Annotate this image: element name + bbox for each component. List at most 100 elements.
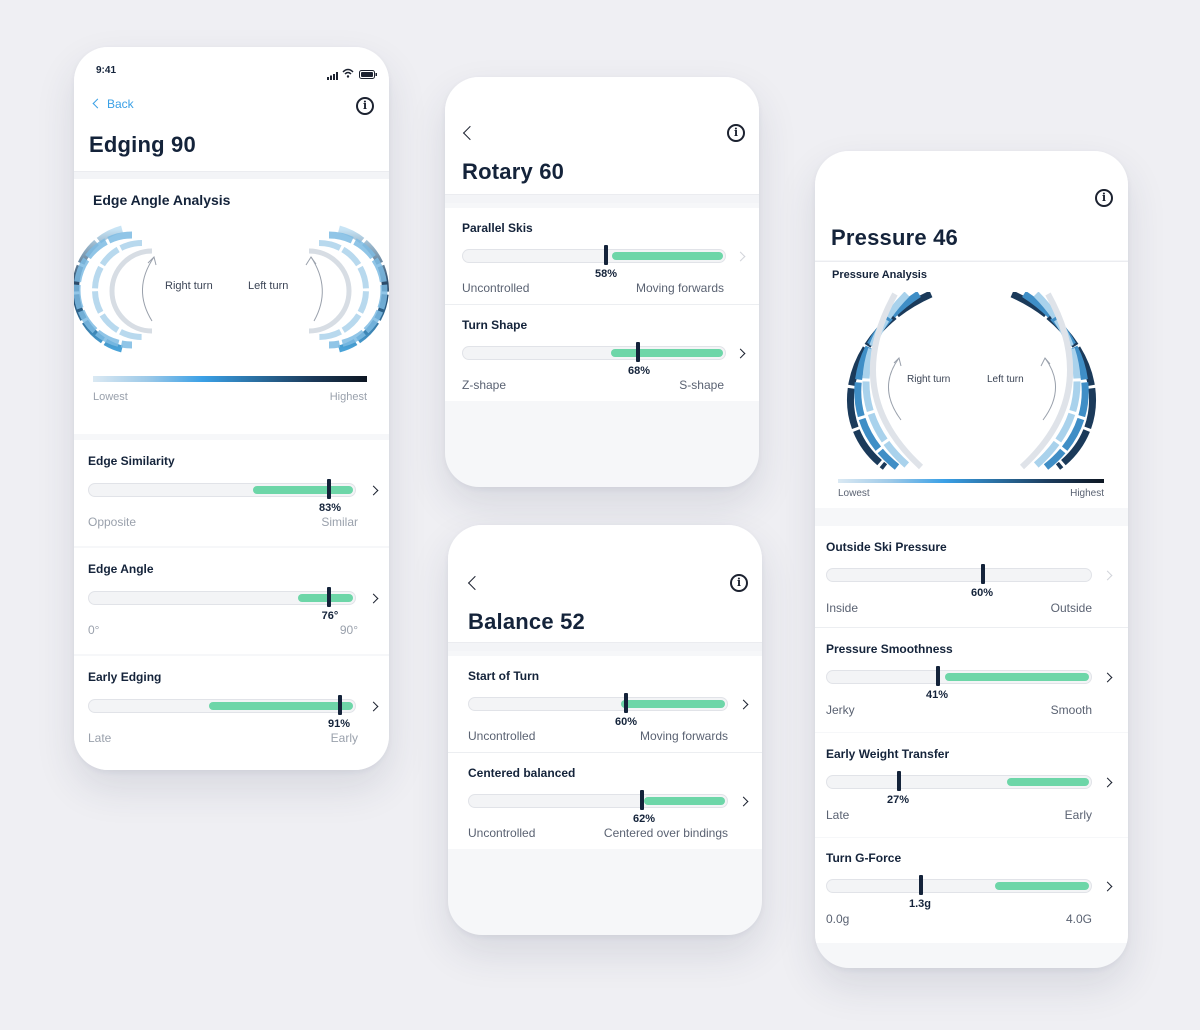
metric-early-weight-transfer[interactable]: Early Weight Transfer 27% Late Early	[815, 733, 1128, 837]
wifi-icon	[342, 65, 354, 78]
metric-start-of-turn[interactable]: Start of Turn 60% Uncontrolled Moving fo…	[448, 656, 762, 752]
row-divider	[445, 304, 759, 305]
metric-right-label: 4.0G	[1065, 912, 1092, 926]
rotary-screen: i Rotary 60 Parallel Skis 58% Uncontroll…	[445, 77, 759, 487]
metric-value: 76°	[321, 610, 339, 622]
status-time: 9:41	[96, 65, 117, 76]
info-icon[interactable]: i	[356, 97, 374, 115]
info-icon[interactable]: i	[1095, 189, 1113, 207]
chevron-right-icon[interactable]	[1102, 777, 1113, 788]
metric-label: Early Weight Transfer	[826, 747, 950, 761]
metric-parallel-skis[interactable]: Parallel Skis 58% Uncontrolled Moving fo…	[445, 208, 759, 304]
page-title: Edging 90	[89, 132, 196, 157]
pressure-header: i Pressure 46	[815, 151, 1128, 260]
progress-fill	[611, 349, 723, 357]
progress-marker	[981, 564, 985, 584]
metric-value: 62%	[632, 813, 656, 825]
progress-track	[88, 587, 356, 607]
scale-highest: Highest	[1070, 488, 1104, 499]
metric-label: Parallel Skis	[462, 221, 533, 235]
metric-value: 41%	[925, 689, 949, 701]
chevron-right-icon[interactable]	[368, 485, 379, 496]
metric-left-label: Opposite	[88, 515, 137, 529]
progress-fill	[995, 882, 1089, 890]
metric-value: 60%	[614, 716, 638, 728]
progress-fill	[1007, 778, 1089, 786]
analysis-title: Pressure Analysis	[832, 269, 927, 281]
metric-turn-g-force[interactable]: Turn G-Force 1.3g 0.0g 4.0G	[815, 838, 1128, 943]
progress-fill	[298, 594, 353, 602]
metric-value: 68%	[627, 365, 651, 377]
metric-left-label: Z-shape	[462, 378, 507, 392]
metric-label: Early Edging	[88, 670, 162, 684]
metric-right-label: Early	[1064, 808, 1092, 822]
row-divider	[815, 627, 1128, 628]
metric-right-label: Moving forwards	[639, 729, 728, 743]
section-divider	[445, 194, 759, 203]
back-chevron-icon[interactable]	[467, 575, 483, 591]
chevron-right-icon[interactable]	[1102, 570, 1113, 581]
scale-lowest: Lowest	[838, 488, 870, 499]
metric-left-label: Uncontrolled	[468, 826, 536, 840]
progress-marker	[897, 771, 901, 791]
info-icon[interactable]: i	[730, 574, 748, 592]
page-title: Pressure 46	[831, 225, 958, 250]
metric-left-label: Late	[88, 731, 112, 745]
progress-fill	[945, 673, 1089, 681]
progress-fill	[621, 700, 725, 708]
metric-label: Centered balanced	[468, 766, 576, 780]
metric-pressure-smoothness[interactable]: Pressure Smoothness 41% Jerky Smooth	[815, 628, 1128, 732]
chevron-right-icon[interactable]	[735, 348, 746, 359]
metric-turn-shape[interactable]: Turn Shape 68% Z-shape S-shape	[445, 305, 759, 401]
chevron-right-icon[interactable]	[1102, 881, 1113, 892]
metric-label: Pressure Smoothness	[826, 642, 953, 656]
info-icon[interactable]: i	[727, 124, 745, 142]
progress-track	[826, 875, 1092, 895]
scale-highest: Highest	[329, 391, 367, 403]
chevron-left-icon	[92, 98, 103, 109]
edge-angle-analysis: Edge Angle Analysis Right turn Left turn…	[74, 179, 389, 434]
progress-marker	[919, 875, 923, 895]
metric-early-edging[interactable]: Early Edging 91% Late Early	[74, 656, 389, 770]
progress-marker	[624, 693, 628, 713]
signal-icon	[327, 67, 339, 80]
pressure-chart	[847, 292, 1096, 470]
progress-fill	[612, 252, 723, 260]
back-button[interactable]: Back	[91, 97, 151, 113]
chevron-right-icon[interactable]	[738, 796, 749, 807]
metric-label: Start of Turn	[468, 669, 540, 683]
page-title: Rotary 60	[462, 159, 565, 184]
pressure-analysis: Pressure Analysis Right turn Left turn L…	[815, 261, 1128, 508]
chevron-right-icon[interactable]	[368, 701, 379, 712]
metric-label: Outside Ski Pressure	[826, 540, 947, 554]
progress-fill	[209, 702, 353, 710]
pressure-screen: i Pressure 46 Pressure Analysis Right tu…	[815, 151, 1128, 968]
progress-marker	[640, 790, 644, 810]
rotary-header: i Rotary 60	[445, 77, 759, 194]
chevron-right-icon[interactable]	[368, 593, 379, 604]
section-divider	[448, 642, 762, 651]
chevron-right-icon[interactable]	[738, 699, 749, 710]
chevron-right-icon[interactable]	[1102, 672, 1113, 683]
metric-value: 1.3g	[908, 898, 932, 910]
progress-marker	[936, 666, 940, 686]
metric-edge-similarity[interactable]: Edge Similarity 83% Opposite Similar	[74, 440, 389, 546]
metric-left-label: Inside	[826, 601, 859, 615]
row-divider	[448, 752, 762, 753]
metric-value: 27%	[886, 794, 910, 806]
metric-right-label: Moving forwards	[635, 281, 724, 295]
metric-edge-angle[interactable]: Edge Angle 76° 0° 90°	[74, 548, 389, 654]
metric-centered-balanced[interactable]: Centered balanced 62% Uncontrolled Cente…	[448, 753, 762, 849]
metric-right-label: 90°	[339, 623, 358, 637]
progress-track	[826, 771, 1092, 791]
metric-outside-ski-pressure[interactable]: Outside Ski Pressure 60% Inside Outside	[815, 526, 1128, 627]
scale-lowest: Lowest	[93, 391, 128, 403]
metric-value: 91%	[327, 718, 351, 730]
back-chevron-icon[interactable]	[462, 125, 478, 141]
left-turn-label: Left turn	[248, 280, 289, 292]
metric-right-label: Similar	[321, 515, 358, 529]
metric-left-label: Uncontrolled	[468, 729, 536, 743]
balance-screen: i Balance 52 Start of Turn 60% Uncontrol…	[448, 525, 762, 935]
progress-marker	[327, 587, 331, 607]
chevron-right-icon[interactable]	[735, 251, 746, 262]
